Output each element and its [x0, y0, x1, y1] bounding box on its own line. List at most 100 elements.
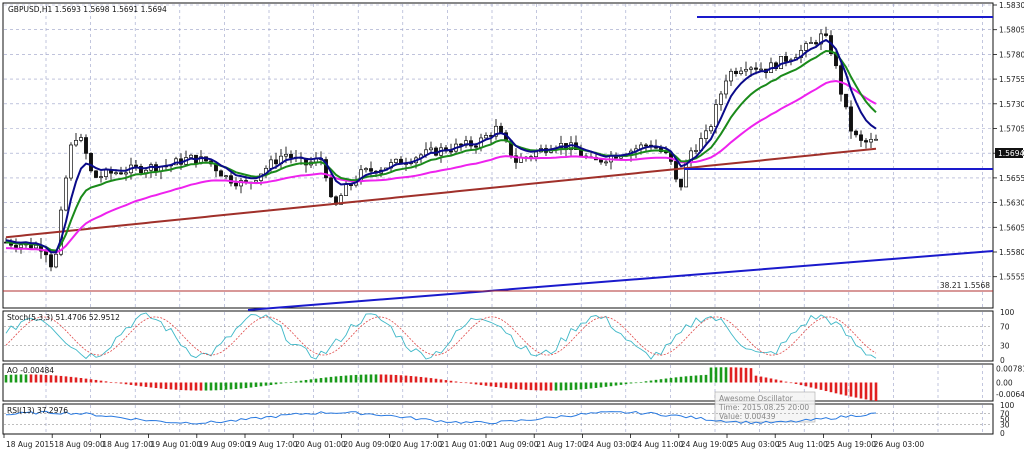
- candle-body: [54, 253, 58, 268]
- ao-bar: [419, 376, 423, 383]
- candle-body: [804, 43, 808, 51]
- ao-bar: [574, 382, 578, 390]
- ao-bar: [184, 382, 188, 391]
- current-price-label: 1.5694: [998, 149, 1024, 158]
- ao-bar: [139, 382, 143, 387]
- candle-body: [724, 80, 728, 95]
- ao-bar: [524, 382, 528, 390]
- ao-bar: [109, 382, 113, 383]
- ao-bar: [779, 380, 783, 383]
- tooltip-line-2: Time: 2015.08.25 20:00: [718, 403, 809, 412]
- candle-body: [809, 42, 813, 44]
- ao-bar: [194, 382, 198, 391]
- ao-bar: [509, 382, 513, 389]
- candle-body: [849, 106, 853, 132]
- ao-bar: [319, 378, 323, 383]
- candle-body: [364, 168, 368, 171]
- ao-bar: [539, 382, 543, 391]
- tooltip-line-3: Value: 0.00439: [719, 412, 776, 421]
- price-tick-label: 1.5805: [999, 26, 1024, 35]
- ao-bar: [399, 375, 403, 383]
- ao-bar: [89, 379, 93, 383]
- ao-bar: [309, 379, 313, 383]
- ao-bar: [259, 382, 263, 387]
- rsi-tick-label: 0: [1000, 429, 1005, 438]
- stochastic-panel[interactable]: [2, 310, 994, 362]
- ao-bar: [264, 382, 268, 386]
- ao-bar: [819, 382, 823, 390]
- ao-bar: [144, 382, 148, 387]
- current-price-badge: [995, 148, 1023, 158]
- candle-body: [19, 244, 23, 248]
- candle-body: [874, 138, 878, 141]
- ao-bar: [644, 381, 648, 383]
- ao-bar: [689, 375, 693, 383]
- ao-bar: [374, 374, 378, 383]
- ma-slow-line: [5, 79, 877, 254]
- ao-bar: [444, 380, 448, 383]
- ao-bar: [219, 382, 223, 391]
- trend-line[interactable]: [247, 250, 994, 311]
- ao-bar: [789, 382, 793, 384]
- ao-bar: [324, 377, 328, 383]
- ao-bar: [769, 378, 773, 383]
- ao-bar: [84, 378, 88, 383]
- ao-bar: [119, 382, 123, 384]
- candle-body: [719, 93, 723, 105]
- candle-body: [754, 67, 758, 70]
- rsi-tick-label: 30: [1000, 421, 1010, 430]
- main-price-panel[interactable]: [2, 2, 994, 309]
- time-tick-label: 24 Aug 11:00: [633, 440, 684, 449]
- ao-bar: [239, 382, 243, 389]
- candle-body: [234, 182, 238, 187]
- ao-bar: [99, 380, 103, 383]
- rsi-panel[interactable]: [2, 403, 994, 435]
- candle-body: [139, 166, 143, 174]
- awesome-oscillator-panel[interactable]: [2, 363, 994, 402]
- price-tick-label: 1.5605: [999, 223, 1024, 232]
- candle-body: [224, 175, 228, 178]
- ao-bar: [394, 374, 398, 383]
- candle-body: [189, 154, 193, 158]
- candle-body: [229, 175, 233, 184]
- candle-body: [604, 161, 608, 164]
- ao-bar: [49, 375, 53, 383]
- ao-bar: [859, 382, 863, 399]
- ao-bar: [809, 382, 813, 388]
- ao-bar: [684, 376, 688, 383]
- candle-body: [739, 70, 743, 75]
- ao-bar: [204, 382, 208, 391]
- ao-bar: [74, 377, 78, 383]
- candle-body: [704, 130, 708, 139]
- ao-bar: [854, 382, 858, 398]
- ao-bar: [749, 368, 753, 383]
- candle-body: [459, 143, 463, 146]
- time-tick-label: 21 Aug 01:00: [440, 440, 491, 449]
- candle-body: [104, 169, 108, 177]
- ao-bar: [254, 382, 258, 387]
- candle-body: [514, 155, 518, 163]
- ao-bar: [454, 381, 458, 383]
- ao-bar: [479, 382, 483, 386]
- ao-bar: [9, 374, 13, 383]
- ao-tick-label: 0.00: [996, 379, 1013, 388]
- candle-body: [714, 104, 718, 127]
- ao-bar: [824, 382, 828, 392]
- price-tick-label: 1.5630: [999, 199, 1024, 208]
- ao-bar: [584, 382, 588, 389]
- ao-bar: [409, 376, 413, 383]
- time-tick-label: 21 Aug 09:00: [488, 440, 539, 449]
- ao-bar: [739, 367, 743, 383]
- candle-body: [119, 172, 123, 175]
- ao-bar: [189, 382, 193, 391]
- ao-bar: [784, 381, 788, 383]
- fibonacci-level-label: 38.21 1.5568: [940, 281, 990, 290]
- ao-bar: [59, 375, 63, 383]
- ao-axis: 0.00781 0.00 -0.00645: [996, 365, 1024, 400]
- candle-body: [864, 140, 868, 143]
- ao-bar: [129, 382, 133, 385]
- ao-bar: [169, 382, 173, 390]
- candle-body: [14, 244, 18, 248]
- ao-bar: [19, 374, 23, 383]
